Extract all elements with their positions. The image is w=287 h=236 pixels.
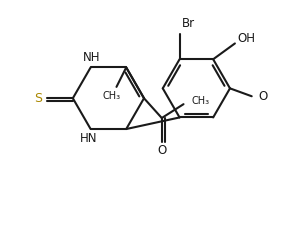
Text: O: O <box>259 90 268 103</box>
Text: CH₃: CH₃ <box>191 96 210 106</box>
Text: NH: NH <box>83 51 100 64</box>
Text: Br: Br <box>182 17 195 30</box>
Text: OH: OH <box>238 32 256 45</box>
Text: S: S <box>34 92 42 105</box>
Text: CH₃: CH₃ <box>102 91 121 101</box>
Text: O: O <box>157 144 166 157</box>
Text: HN: HN <box>80 132 97 145</box>
